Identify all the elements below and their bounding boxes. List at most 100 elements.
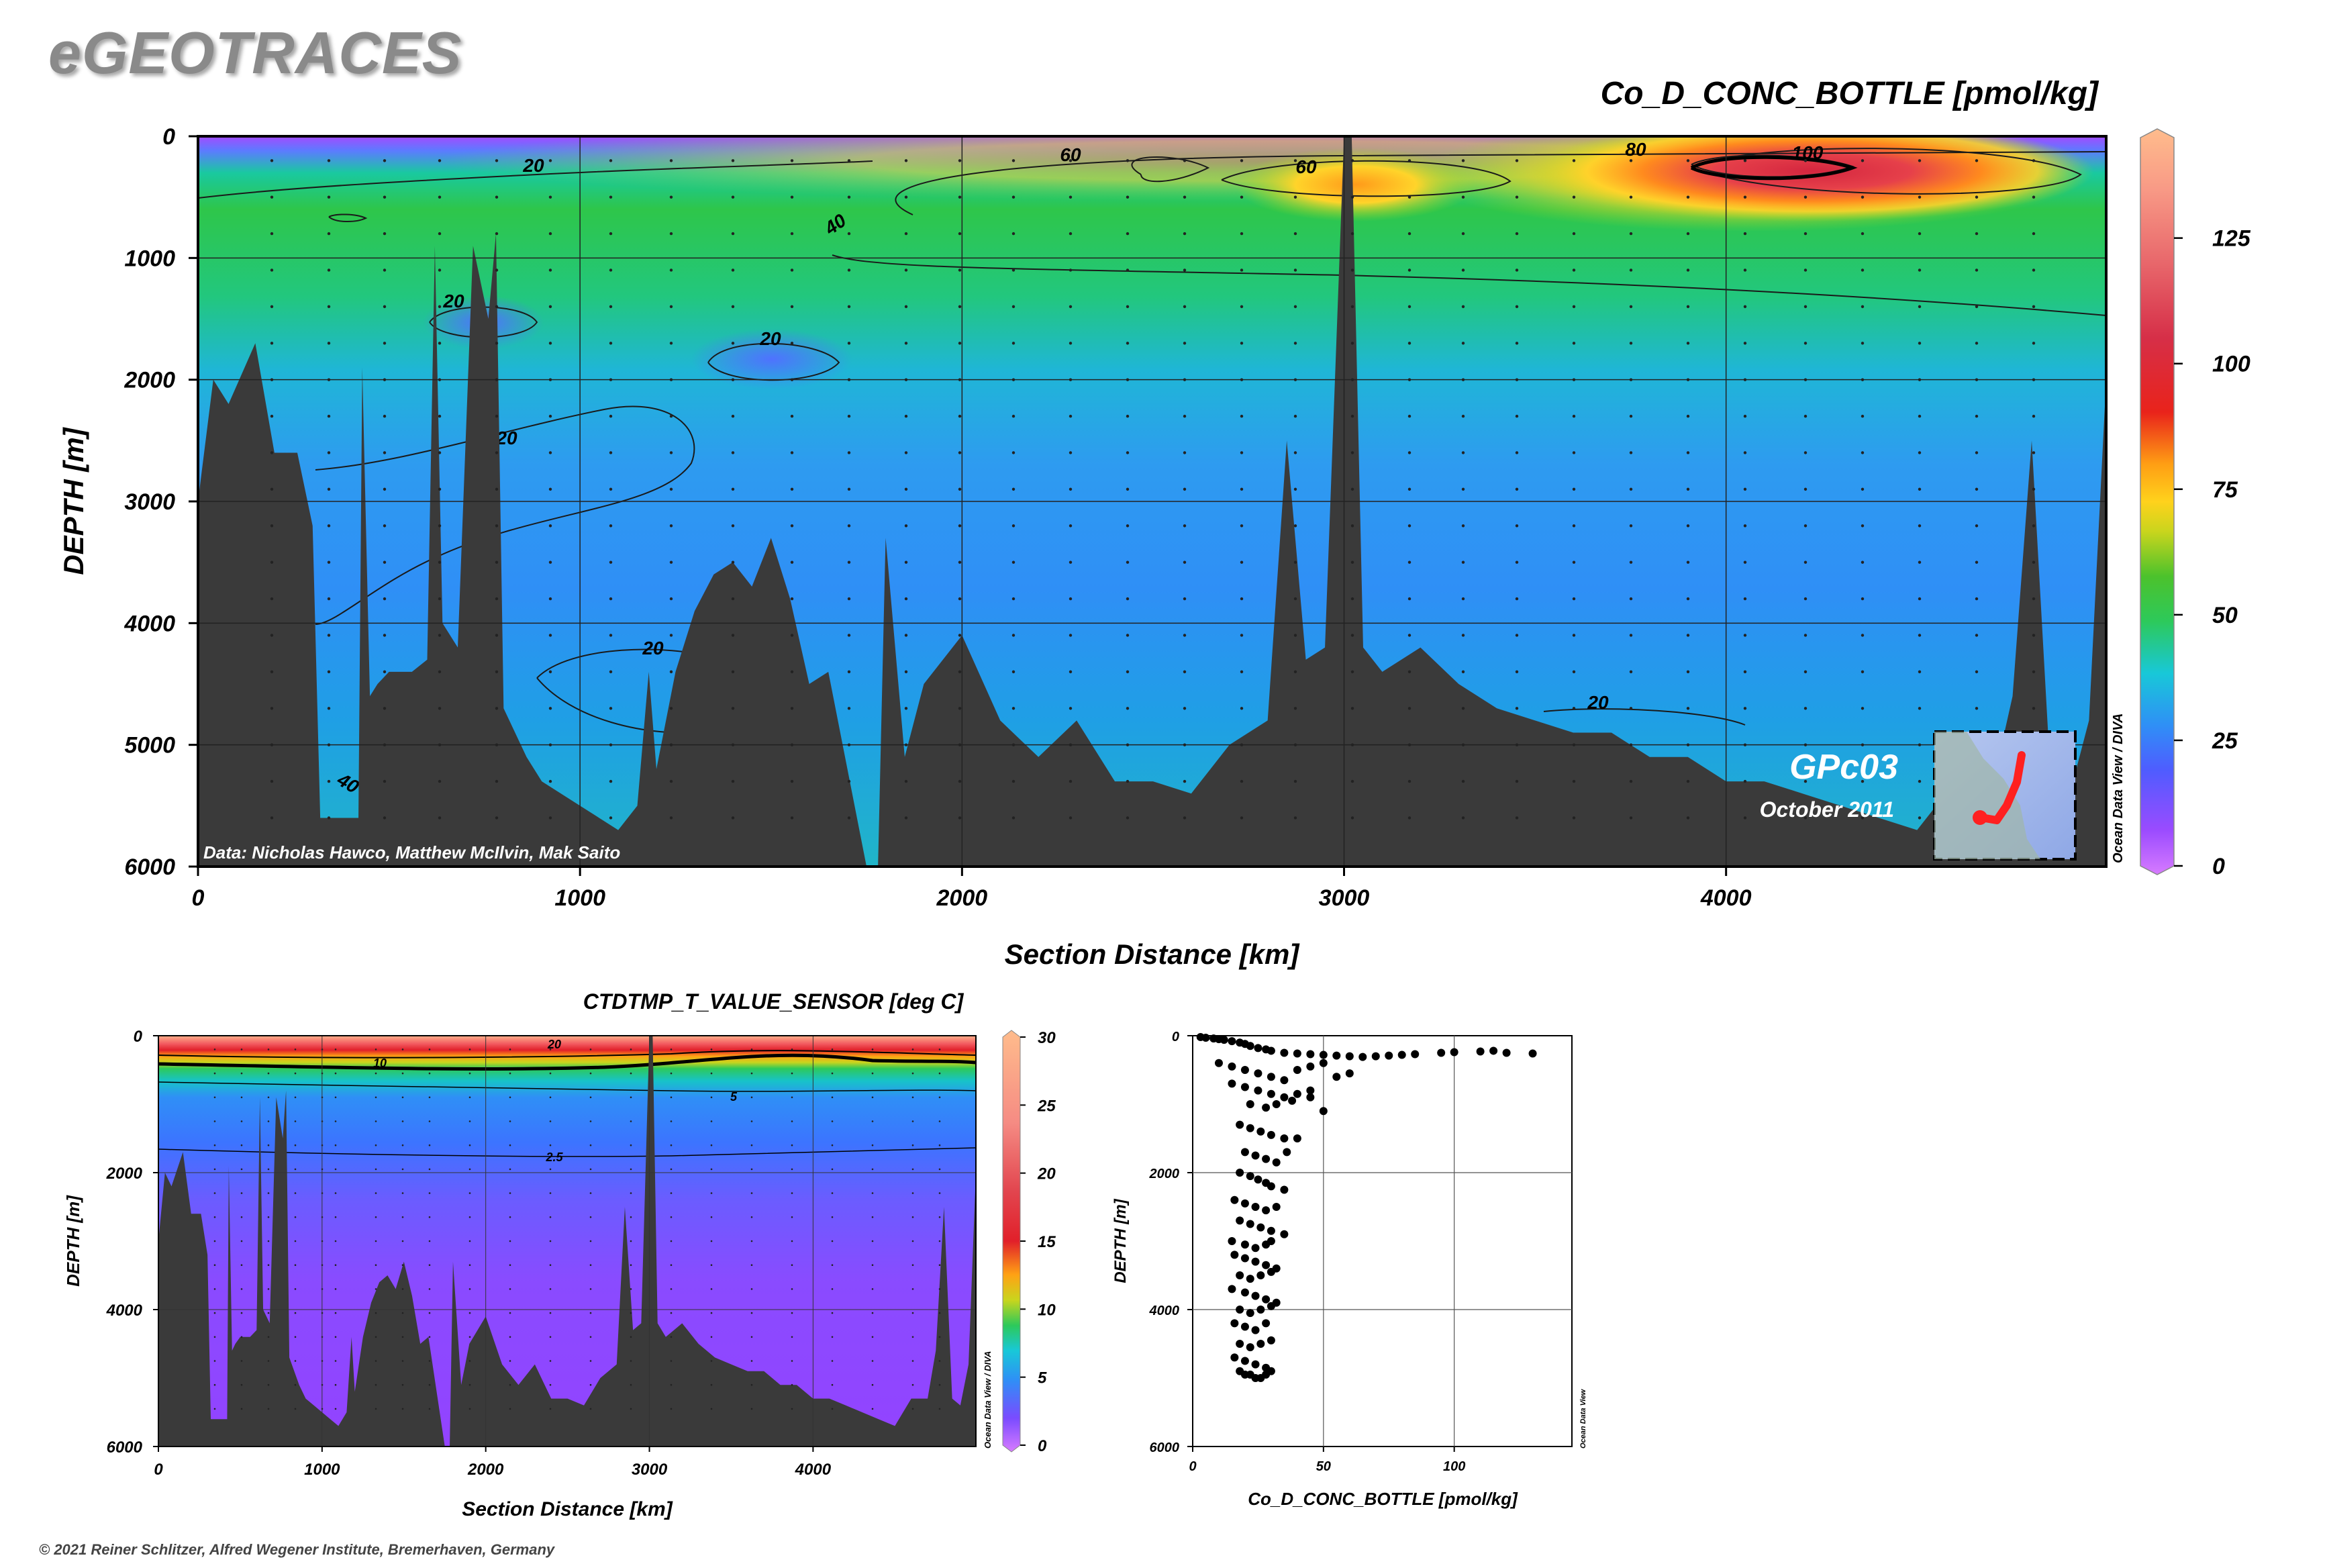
temp-station-sample	[871, 1144, 874, 1146]
temp-station-sample	[750, 1336, 753, 1338]
temp-station-sample	[428, 1336, 431, 1338]
temp-station-sample	[871, 1408, 874, 1410]
station-sample	[438, 487, 442, 491]
station-sample	[958, 342, 962, 345]
scatter-point	[1251, 1151, 1260, 1160]
temp-station-sample	[549, 1312, 552, 1314]
station-sample	[327, 634, 331, 637]
station-sample	[495, 816, 499, 820]
scatter-x-tick-label: 100	[1443, 1459, 1465, 1474]
temp-station-sample	[630, 1383, 632, 1386]
cobalt-low-blob-1	[691, 329, 852, 389]
main-colorbar-tick-label: 125	[2212, 226, 2251, 252]
temp-station-sample	[334, 1072, 337, 1075]
station-sample	[1918, 597, 1922, 601]
temp-station-sample	[468, 1120, 471, 1122]
station-sample	[1011, 524, 1016, 528]
station-sample	[1686, 159, 1690, 162]
station-sample	[1861, 414, 1865, 418]
temp-station-sample	[549, 1336, 552, 1338]
scatter-point	[1267, 1182, 1275, 1191]
temp-station-sample	[938, 1192, 941, 1194]
station-sample	[790, 195, 794, 199]
station-sample	[270, 342, 274, 345]
temp-station-sample	[375, 1383, 377, 1386]
station-sample	[669, 268, 673, 272]
station-sample	[1350, 707, 1354, 710]
main-x-tick-label: 2000	[936, 885, 988, 911]
station-sample	[1803, 634, 1808, 637]
scatter-point	[1272, 1100, 1281, 1108]
station-sample	[1407, 597, 1412, 601]
temp-station-sample	[710, 1383, 713, 1386]
temp-station-sample	[589, 1096, 592, 1099]
station-sample	[1803, 268, 1808, 272]
temp-station-sample	[871, 1336, 874, 1338]
station-sample	[790, 560, 794, 564]
station-sample	[1126, 670, 1130, 674]
station-sample	[958, 524, 962, 528]
scatter-point	[1256, 1223, 1265, 1232]
station-sample	[1126, 451, 1130, 454]
station-sample	[1803, 816, 1808, 820]
station-sample	[438, 451, 442, 454]
temp-station-sample	[240, 1264, 243, 1266]
station-sample	[958, 414, 962, 418]
temp-station-sample	[428, 1383, 431, 1386]
temp-station-sample	[509, 1264, 511, 1266]
temp-station-sample	[831, 1072, 834, 1075]
station-sample	[548, 232, 552, 236]
temp-station-sample	[294, 1336, 297, 1338]
scatter-point	[1201, 1034, 1210, 1042]
station-sample	[669, 560, 673, 564]
temp-station-sample	[670, 1216, 673, 1218]
temp-station-sample	[509, 1120, 511, 1122]
station-sample	[1629, 195, 1633, 199]
station-sample	[1183, 305, 1187, 309]
station-sample	[548, 268, 552, 272]
scatter-point	[1411, 1050, 1420, 1059]
temp-station-sample	[831, 1408, 834, 1410]
station-sample	[609, 634, 613, 637]
temp-contour-20	[158, 1050, 976, 1059]
temp-station-sample	[375, 1096, 377, 1099]
scatter-point	[1272, 1203, 1281, 1211]
temp-x-tick-label: 1000	[304, 1461, 340, 1479]
station-sample	[495, 232, 499, 236]
temp-station-sample	[710, 1096, 713, 1099]
temp-station-sample	[871, 1264, 874, 1266]
temp-station-sample	[294, 1048, 297, 1050]
temp-station-sample	[791, 1336, 793, 1338]
temp-station-sample	[630, 1096, 632, 1099]
station-sample	[2032, 414, 2036, 418]
temp-station-sample	[589, 1192, 592, 1194]
scatter-point	[1256, 1271, 1265, 1279]
station-sample	[1572, 232, 1576, 236]
temp-station-sample	[213, 1120, 216, 1122]
contour-line	[1543, 708, 1746, 726]
station-sample	[2032, 159, 2036, 162]
temp-station-sample	[589, 1216, 592, 1218]
temp-station-sample	[468, 1216, 471, 1218]
station-sample	[1183, 232, 1187, 236]
temp-station-sample	[911, 1144, 914, 1146]
station-sample	[1515, 670, 1519, 674]
station-sample	[669, 342, 673, 345]
temp-station-sample	[630, 1336, 632, 1338]
temp-station-sample	[509, 1240, 511, 1242]
temp-station-sample	[334, 1096, 337, 1099]
station-sample	[904, 342, 908, 345]
station-sample	[1515, 195, 1519, 199]
scatter-point	[1267, 1336, 1275, 1344]
temp-station-sample	[589, 1168, 592, 1171]
temp-contour-label: 2.5	[545, 1150, 563, 1164]
station-sample	[438, 779, 442, 783]
station-sample	[1629, 634, 1633, 637]
station-sample	[1183, 670, 1187, 674]
station-sample	[2032, 707, 2036, 710]
temp-station-sample	[871, 1288, 874, 1290]
temp-station-sample	[267, 1072, 270, 1075]
